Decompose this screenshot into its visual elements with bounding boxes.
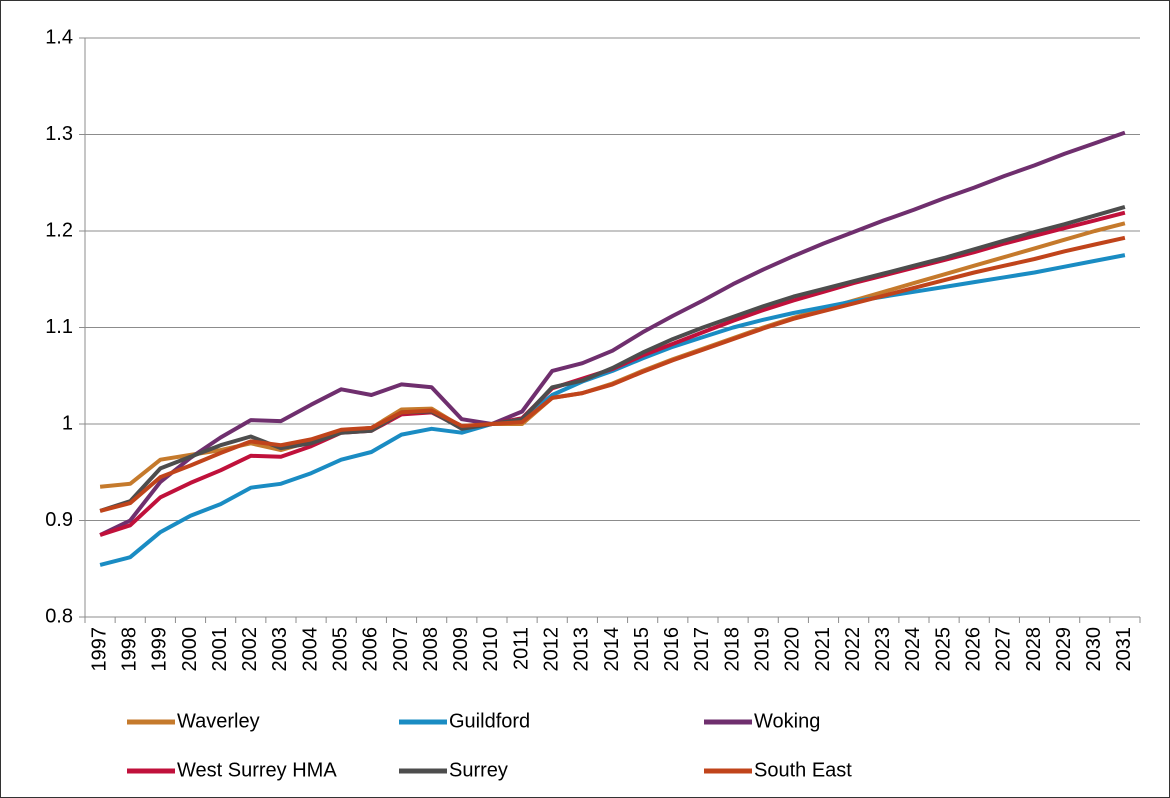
- x-tick-label: 2011: [510, 627, 532, 670]
- x-tick-label: 2013: [571, 627, 593, 672]
- legend-label: South East: [754, 759, 852, 781]
- y-tick-label: 0.9: [45, 509, 73, 531]
- x-tick-label: 2007: [390, 627, 412, 672]
- x-tick-label: 2026: [962, 627, 984, 672]
- x-tick-label: 2012: [540, 627, 562, 672]
- x-tick-label: 2010: [480, 627, 502, 672]
- y-tick-label: 1.1: [45, 316, 73, 338]
- legend-label: Guildford: [449, 710, 530, 732]
- x-tick-label: 2002: [239, 627, 261, 672]
- x-tick-label: 2019: [751, 627, 773, 672]
- x-tick-label: 1998: [118, 627, 140, 672]
- x-tick-label: 2005: [329, 627, 351, 672]
- x-tick-label: 2023: [872, 627, 894, 672]
- x-tick-label: 2021: [812, 627, 834, 672]
- x-tick-label: 2004: [299, 627, 321, 672]
- legend-label: Waverley: [177, 710, 260, 732]
- y-tick-label: 1: [62, 412, 73, 434]
- x-tick-label: 2009: [450, 627, 472, 672]
- x-tick-label: 2031: [1113, 627, 1135, 672]
- legend-label: Surrey: [449, 759, 508, 781]
- y-tick-label: 1.2: [45, 219, 73, 241]
- series-line: [99, 130, 1126, 537]
- x-tick-label: 2028: [1023, 627, 1045, 672]
- y-tick-label: 1.3: [45, 123, 73, 145]
- x-tick-label: 2022: [842, 627, 864, 672]
- x-tick-label: 2003: [269, 627, 291, 672]
- x-tick-label: 2017: [691, 627, 713, 672]
- y-tick-label: 1.4: [45, 26, 73, 48]
- y-tick-label: 0.8: [45, 605, 73, 627]
- x-tick-label: 2001: [209, 627, 231, 672]
- x-tick-label: 2025: [932, 627, 954, 672]
- x-tick-label: 2020: [782, 627, 804, 672]
- legend-label: Woking: [754, 710, 820, 732]
- x-tick-label: 2027: [993, 627, 1015, 672]
- legend-label: West Surrey HMA: [177, 759, 337, 781]
- x-tick-label: 1997: [88, 627, 110, 672]
- x-tick-label: 2008: [420, 627, 442, 672]
- x-tick-label: 2000: [179, 627, 201, 672]
- x-tick-label: 2024: [902, 627, 924, 672]
- x-tick-label: 1999: [149, 627, 171, 672]
- x-tick-label: 2018: [721, 627, 743, 672]
- x-tick-label: 2016: [661, 627, 683, 672]
- x-tick-label: 2030: [1083, 627, 1105, 672]
- x-tick-label: 2006: [360, 627, 382, 672]
- x-tick-label: 2029: [1053, 627, 1075, 672]
- x-tick-label: 2014: [601, 627, 623, 672]
- x-tick-label: 2015: [631, 627, 653, 672]
- series-line: [99, 235, 1126, 513]
